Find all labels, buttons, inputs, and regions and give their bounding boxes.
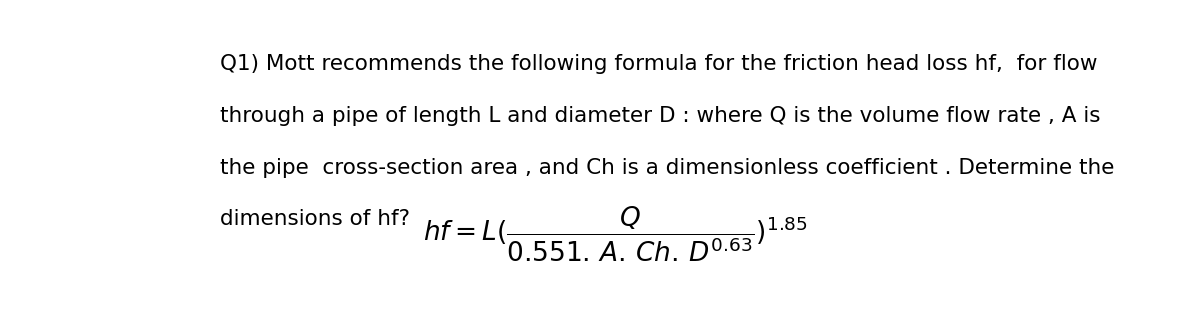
Text: $\mathit{hf} = \mathit{L}(\dfrac{\mathit{Q}}{0.551.\,\mathit{A}.\,\mathit{Ch}.\,: $\mathit{hf} = \mathit{L}(\dfrac{\mathit… xyxy=(422,205,808,264)
Text: Q1) Mott recommends the following formula for the friction head loss hf,  for fl: Q1) Mott recommends the following formul… xyxy=(220,54,1097,74)
Text: dimensions of hf?: dimensions of hf? xyxy=(220,209,409,229)
Text: through a pipe of length L and diameter D : where Q is the volume flow rate , A : through a pipe of length L and diameter … xyxy=(220,106,1100,126)
Text: the pipe  cross-section area , and Ch is a dimensionless coefficient . Determine: the pipe cross-section area , and Ch is … xyxy=(220,158,1114,178)
